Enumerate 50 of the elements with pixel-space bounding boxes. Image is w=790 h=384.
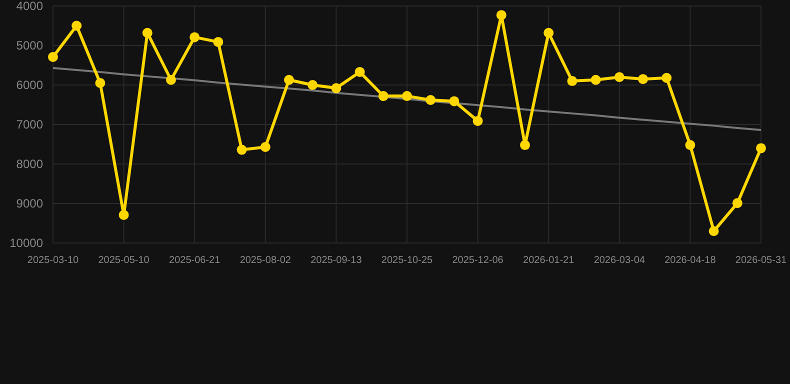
y-tick-label: 4000 bbox=[16, 0, 44, 14]
point bbox=[72, 20, 82, 31]
x-tick-label: 2026-01-21 bbox=[523, 255, 575, 266]
point bbox=[48, 52, 58, 62]
point bbox=[118, 210, 129, 220]
point bbox=[520, 140, 530, 150]
point bbox=[685, 140, 696, 150]
y-tick-label: 5000 bbox=[16, 38, 44, 53]
point bbox=[190, 32, 200, 42]
point bbox=[449, 96, 460, 106]
point bbox=[402, 91, 412, 102]
point bbox=[331, 83, 342, 94]
point bbox=[638, 74, 648, 84]
y-tick-label: 9000 bbox=[16, 196, 44, 211]
point bbox=[95, 78, 106, 88]
point bbox=[213, 36, 224, 47]
y-tick-label: 8000 bbox=[16, 157, 44, 172]
point bbox=[284, 74, 294, 85]
point bbox=[732, 198, 742, 208]
point bbox=[614, 72, 624, 82]
x-tick-label: 2025-09-13 bbox=[310, 255, 362, 266]
x-tick-label: 2025-05-10 bbox=[98, 255, 150, 266]
point bbox=[236, 144, 247, 155]
x-tick-label: 2026-04-18 bbox=[664, 255, 716, 266]
point bbox=[472, 116, 483, 126]
x-tick-label: 2025-08-02 bbox=[240, 255, 292, 266]
y-tick-label: 7000 bbox=[16, 118, 44, 132]
x-tick-label: 2025-12-06 bbox=[452, 255, 504, 266]
line-series bbox=[52, 67, 762, 132]
y-tick-label: 10000 bbox=[10, 236, 44, 250]
point bbox=[260, 142, 270, 152]
point bbox=[590, 74, 601, 85]
x-tick-label: 2026-03-04 bbox=[594, 255, 646, 266]
point bbox=[142, 28, 152, 38]
x-tick-label: 2026-05-31 bbox=[735, 255, 788, 266]
point bbox=[166, 74, 176, 85]
x-tick-label: 2025-10-25 bbox=[381, 255, 434, 266]
y-tick-label: 6000 bbox=[16, 78, 44, 92]
point bbox=[708, 226, 719, 236]
point bbox=[378, 91, 388, 102]
x-tick-label: 2025-06-21 bbox=[169, 255, 221, 266]
point bbox=[544, 28, 554, 38]
point bbox=[426, 95, 436, 106]
point bbox=[354, 66, 365, 77]
x-tick-label: 2025-03-10 bbox=[27, 255, 80, 266]
point bbox=[662, 72, 672, 83]
point bbox=[567, 76, 578, 86]
point bbox=[308, 80, 318, 90]
point bbox=[496, 10, 506, 20]
point bbox=[756, 143, 766, 154]
